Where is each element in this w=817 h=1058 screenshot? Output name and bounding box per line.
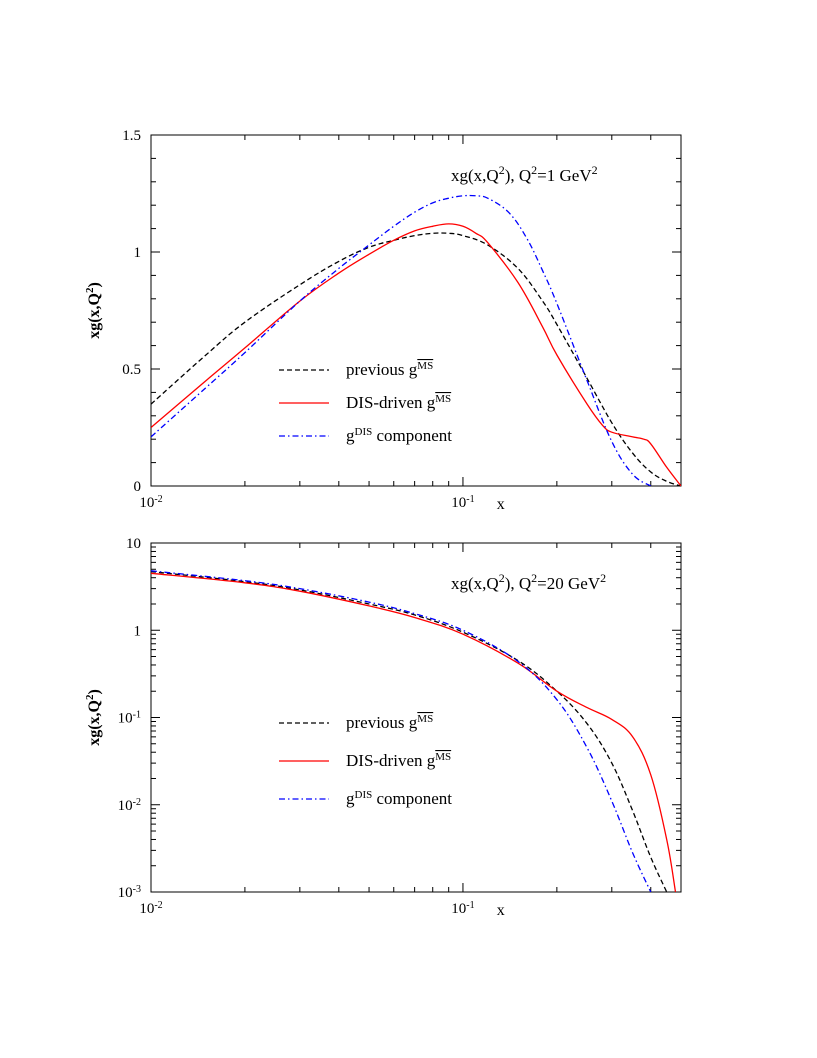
plot-frame bbox=[150, 134, 682, 487]
series-line-dis_component bbox=[151, 194, 652, 486]
y-axis-label: xg(x,Q2) bbox=[84, 689, 103, 746]
y-tick-label: 1.5 bbox=[122, 128, 141, 144]
legend-label-previous: previous gMS bbox=[346, 360, 433, 379]
x-tick-label: 10-2 bbox=[139, 900, 162, 918]
legend-label-dis_driven: DIS-driven gMS bbox=[346, 393, 451, 412]
y-tick-label: 1 bbox=[134, 623, 142, 639]
y-tick-label: 10-1 bbox=[118, 709, 141, 727]
x-axis-label: x bbox=[497, 902, 505, 919]
legend-label-dis_component: gDIS component bbox=[346, 789, 452, 808]
legend-label-dis_component: gDIS component bbox=[346, 426, 452, 445]
series-line-previous bbox=[151, 570, 668, 892]
x-tick-label: 10-2 bbox=[139, 494, 162, 512]
legend-label-dis_driven: DIS-driven gMS bbox=[346, 751, 451, 770]
x-tick-label: 10-1 bbox=[451, 900, 474, 918]
y-tick-label: 10-3 bbox=[118, 884, 141, 902]
x-tick-label: 10-1 bbox=[451, 494, 474, 512]
series-line-dis_component bbox=[151, 570, 652, 892]
panel-top: 10-2 10-1 x 0 0.5 1 1.5 xg(x,Q2) xg(x,Q2), Q2=1 … bbox=[84, 128, 682, 513]
y-tick-label: 10 bbox=[126, 536, 141, 552]
series-line-dis_driven bbox=[151, 572, 677, 892]
y-tick-label: 0 bbox=[134, 479, 142, 495]
legend-label-previous: previous gMS bbox=[346, 713, 433, 732]
series-line-dis_driven bbox=[151, 223, 681, 486]
panel-annotation: xg(x,Q2), Q2=1 GeV2 bbox=[451, 163, 598, 185]
y-tick-label: 10-2 bbox=[118, 796, 141, 814]
y-tick-label: 0.5 bbox=[122, 362, 141, 378]
x-axis-label: x bbox=[497, 496, 505, 513]
y-tick-label: 1 bbox=[134, 245, 142, 261]
y-axis-label: xg(x,Q2) bbox=[84, 282, 103, 339]
series-line-previous bbox=[151, 232, 681, 486]
panel-bottom: 10-2 10-1 x10110-110-210-3xg(x,Q2)xg(x,Q2)… bbox=[84, 536, 682, 919]
panel-annotation: xg(x,Q2), Q2=20 GeV2 bbox=[451, 571, 606, 593]
